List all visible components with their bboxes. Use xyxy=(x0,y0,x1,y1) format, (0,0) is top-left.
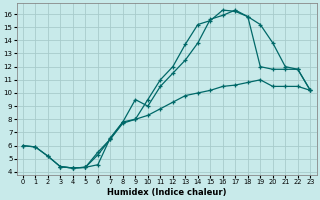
X-axis label: Humidex (Indice chaleur): Humidex (Indice chaleur) xyxy=(107,188,226,197)
